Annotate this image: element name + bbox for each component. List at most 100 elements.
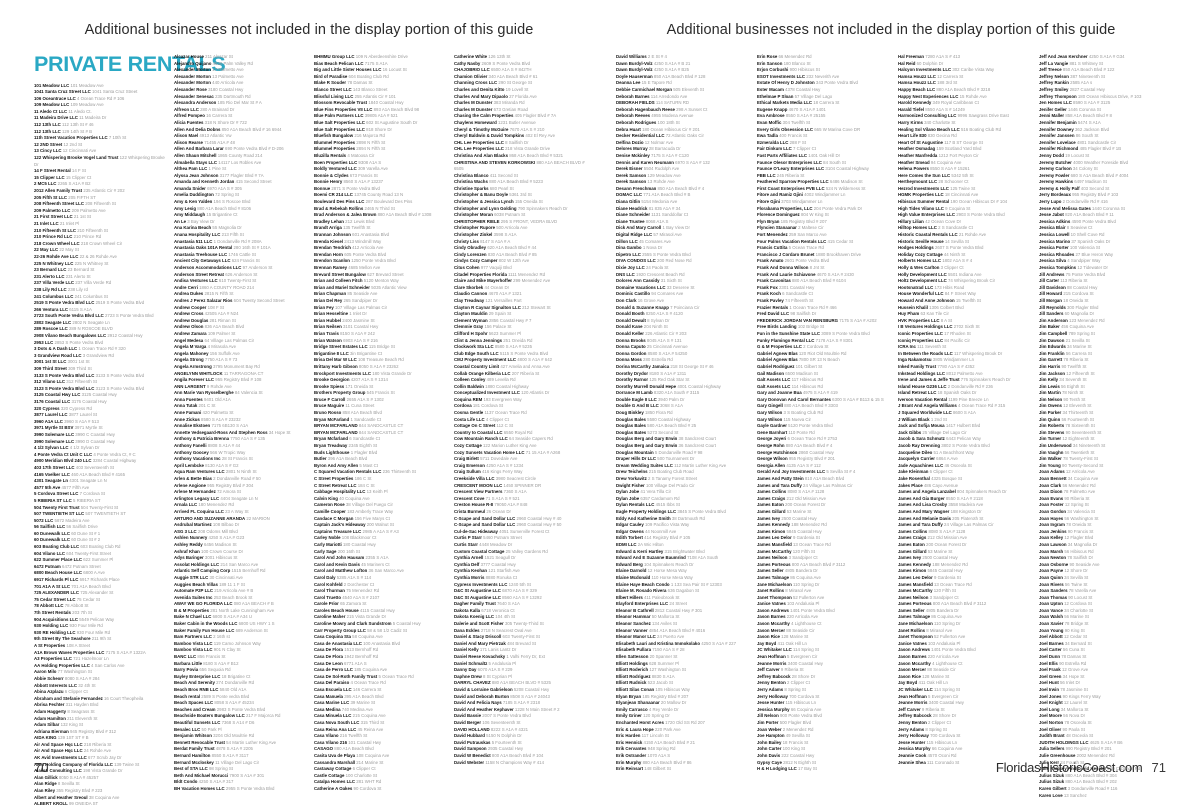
listing-name: Beautiful Sunsets LLC: [174, 719, 221, 725]
listing-entry: 210 Fifteenth St LLC 210 Fifteenth St: [34, 228, 166, 235]
listing-name: Jay Boyd: [757, 640, 777, 646]
listing-entry: Double G And B LLC 3068 S A1A: [616, 403, 749, 410]
listing-entry: Camille Cooper 183 Amberly Trace Way: [314, 509, 446, 516]
listing-name: 112 13th LLC: [34, 122, 61, 128]
listing-name: Funky Flamingo Rental LLC: [757, 337, 815, 343]
listing-name: Donald Kane: [616, 324, 643, 330]
listing-entry: Jerry Lupo 2 Dondanville Rd # 416: [1039, 199, 1172, 206]
listing-address: 220 Arricola Ave: [927, 654, 960, 660]
listing-entry: Elaine Darnold 12 Horse Mesa Way: [616, 568, 749, 575]
listing-entry: 23 Bernard LLC 23 Bernard St: [34, 267, 166, 274]
listing-name: Janice Vatnes: [898, 640, 927, 646]
listing-name: Butler: [314, 456, 327, 462]
listing-name: Caroles Beach House: [314, 607, 359, 613]
listing-address: 5504 Rudolph Ave: [643, 166, 680, 172]
listing-name: Dorothy Murrell Donald Hepe: [616, 383, 677, 389]
listing-address: 6357 Cardamom Rd: [640, 495, 680, 501]
listing-entry: Caroline Mowry and Clark Sundstrom 5 Coa…: [314, 621, 446, 628]
listing-name: Joan Gordon: [1039, 508, 1067, 514]
listing-name: Erik Ostrander: [616, 752, 647, 758]
listing-name: Andrew Olson: [174, 324, 204, 330]
listing-entry: Joel Irwin 78 Jasmine St: [1039, 687, 1172, 694]
listing-entry: 21 Inlet LLC 21 Inlet Pl: [34, 221, 166, 228]
listing-entry: Berdat Family Trust 4878 S A1A # 2205: [174, 746, 306, 753]
listing-name: Blue Salt Properties LLC: [314, 119, 365, 125]
listing-entry: Jeremy Fowler 680 S A1A Beach Blvd # 400…: [1039, 173, 1172, 180]
listing-address: 18 Spanish Oaks Dr: [937, 390, 977, 396]
listing-entry: 2802 Seagate LLC 2802 N Seagate Ln: [34, 320, 166, 327]
listing-entry: C Squared Vacation Rentals LLC 236 Thirt…: [314, 469, 446, 476]
listing-entry: Jessica Tompkins 12 Tidewater Dr: [1039, 265, 1172, 272]
listing-address: 820 A1A Beach Blvd # 11: [1065, 212, 1114, 218]
listing-address: 280 Estrella Rd: [643, 357, 673, 363]
listing-entry: Jennifer Benjamin 5474 S A1A: [1039, 120, 1172, 127]
listing-entry: Hibiscus Summer Rental 190 Ocean Hibiscu…: [898, 199, 1031, 206]
listing-entry: C-Scape and Sand Dollar LLC 2960 Coastal…: [454, 522, 586, 529]
listing-name: Deborah Hagenbauch Reese: [616, 106, 675, 112]
listing-entry: JUDITH HOLDINGS LLC 4625 S A1A # B6: [1039, 740, 1172, 747]
listing-entry: J Squared Worldwide LLC 8600 S A1A: [898, 410, 1031, 417]
listing-entry: Casa Escuela LLC 146 Carrera St: [314, 687, 446, 694]
listing-entry: Erik Ostrander 1070 A1A S: [616, 753, 749, 760]
listing-name: Anastasia 511 LLC: [174, 238, 213, 244]
listing-name: Free Birds Landing: [757, 324, 797, 330]
listing-name: Allen And Barbara Larar: [174, 146, 224, 152]
listing-address: 6 Clipper Ct: [64, 689, 88, 695]
listing-name: Brevard Street Bungalow: [314, 271, 366, 277]
listing-name: Jean Hoffman: [898, 693, 927, 699]
listing-address: 4854 A1A Beach Blvd # 4016: [648, 627, 706, 633]
listing-address: 2 Cordova St: [803, 344, 829, 350]
listing-name: Dillon LLC: [616, 238, 638, 244]
listing-entry: Clayton R Caynar Signalton LLC 212 Stewa…: [454, 305, 586, 312]
listing-name: Frank Amato: [757, 258, 784, 264]
listing-address: 108 Coquina Ave: [356, 752, 390, 758]
listing-name: Anne Zickus: [174, 416, 200, 422]
listing-name: Beachside Boaters Bungalow LLC: [174, 713, 245, 719]
listing-name: Joan Lawson: [1039, 541, 1067, 547]
listing-name: Denise Mckinley: [616, 152, 650, 158]
listing-entry: Gabriel Agnew Blas 120 Riot Old Moultrie…: [757, 351, 890, 358]
listing-entry: Baker Cabin in the Woods LLC 6800 US HWY…: [174, 621, 306, 628]
listing-entry: Arlington Legacy LLC 4404 Seagate Ln N: [174, 496, 306, 503]
listing-address: 2007 S Ponte Vedra Blvd: [482, 713, 531, 719]
listing-address: 4250 S A1A # G23: [208, 535, 245, 541]
listing-address: 90 Cordova St: [353, 785, 382, 791]
listing-entry: Gayle Gardner 5120 Ponte Vedra Blvd: [757, 423, 890, 430]
listing-name: James Eaton: [757, 502, 784, 508]
listing-entry: Dylan Jobe 41 Vera Tilla Cir: [616, 489, 749, 496]
listing-entry: Holberts Homes LLC 1802 A1A S # 4: [898, 258, 1031, 265]
listing-entry: James Mansfield 13 Ocean Trace Rd: [757, 542, 890, 549]
listing-address: 4 Ocean Trace Rd # 315: [958, 403, 1006, 409]
listing-entry: 237 Villa Verde LLC 237 Villa Verde Rd: [34, 280, 166, 287]
listing-address: 190 Ocean Hibiscus Dr # 104: [950, 199, 1008, 205]
listing-address: 1137 Ocean Trace Rd: [484, 410, 527, 416]
listing-address: 1041 Santa Cruz Street: [91, 89, 138, 95]
listing-address: 115 Bridge St: [368, 344, 395, 350]
listing-address: 5 Ocean Trace Rd: [788, 245, 824, 251]
listing-entry: Bradley Lehan 212 Lewis Blvd: [314, 219, 446, 226]
listing-entry: Cynthia Delf 3777 Coastal Hwy: [454, 562, 586, 569]
listing-name: Digital Ridge LLC: [616, 232, 653, 238]
listing-entry: Abbie Scheorr 8080 S A1A # 284: [34, 676, 166, 683]
listing-entry: Clay Treadway 121 Versailles Part: [454, 298, 586, 305]
listing-entry: James Eaton 200 Ocean Forest Dr: [898, 542, 1031, 549]
listing-name: Hilltop Homes LLC: [898, 225, 937, 231]
listing-entry: CMJ Property Investment LLC 4800 S A1A #…: [454, 357, 586, 364]
page-number-right: 71: [1151, 760, 1166, 775]
listing-entry: Bayley Enterprise LLC 18 Brigatine Ct: [174, 674, 306, 681]
listing-name: 22 May LLC: [34, 247, 59, 253]
listing-name: Jack Gibbs: [898, 429, 922, 435]
listing-address: 2802 N Seagate Ln: [72, 319, 110, 325]
listing-entry: Costa Life LLC 4 Clipper Ct: [454, 417, 586, 424]
listing-address: 810 A1A Beach Blvd: [804, 476, 845, 481]
listing-address: 42505 A1A # N24: [204, 311, 239, 317]
listing-address: 215 Boating Club Road: [648, 469, 694, 475]
listing-entry: James and Tara Duffy 24 Village Las Palm…: [757, 483, 890, 490]
listing-address: 78 Jasmine St: [1060, 687, 1088, 692]
listing-address: 12 Horse Mesa Way: [647, 568, 687, 574]
listing-address: 701 A1A Beach Blvd: [71, 583, 111, 589]
listing-name: Historic Coastal Rentals LLC: [898, 232, 958, 238]
listing-entry: Jakes Place 486 Cayo Avenue: [898, 483, 1031, 490]
listing-address: 627 Brevard Street: [367, 271, 404, 277]
listing-name: David Putrauskas: [454, 739, 491, 745]
